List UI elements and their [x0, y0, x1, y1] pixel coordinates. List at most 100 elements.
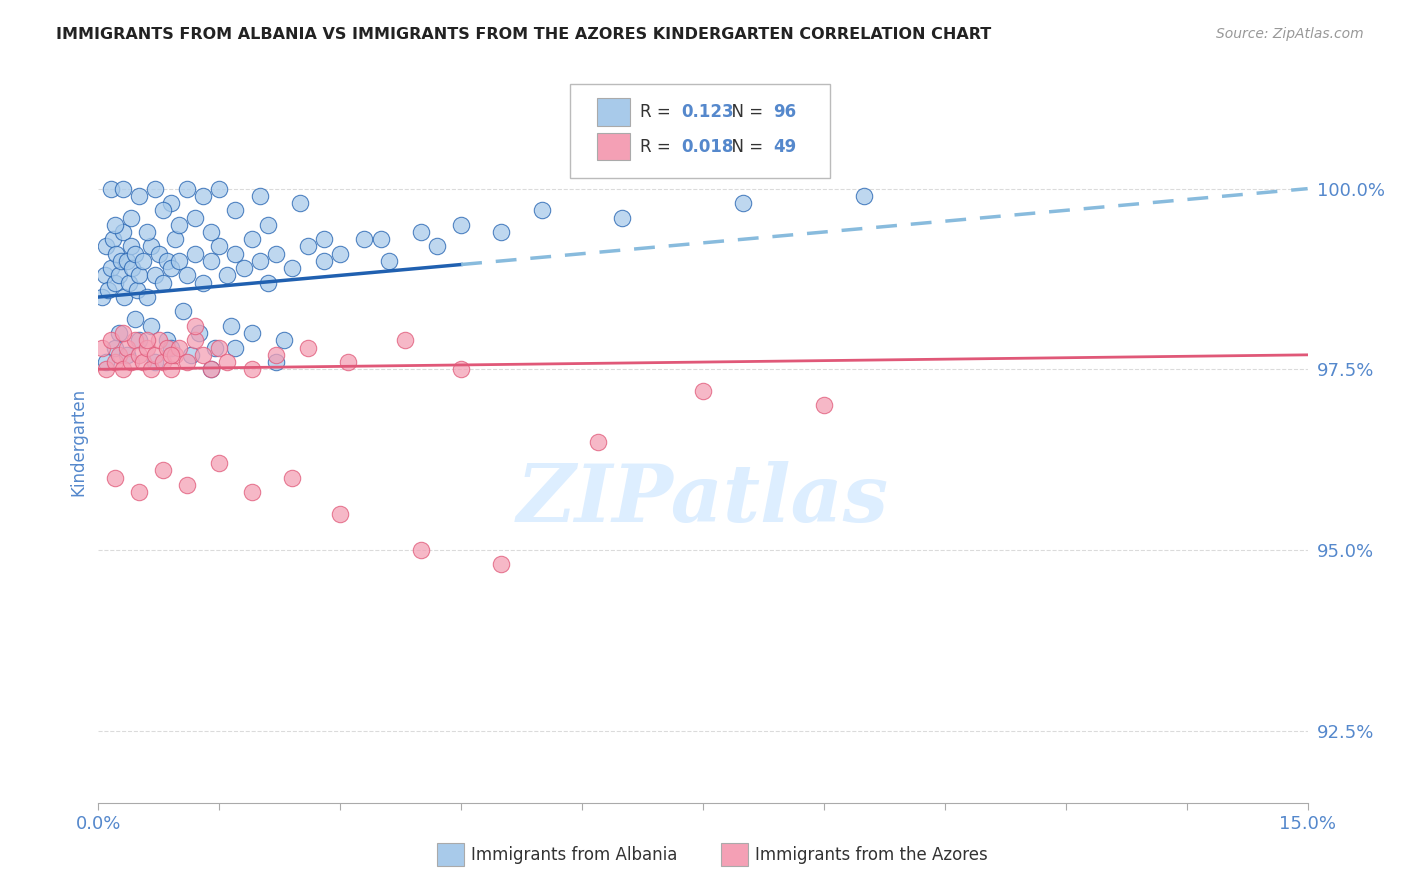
Point: [94, 268, 117, 283]
Point: [107, 348, 129, 362]
FancyBboxPatch shape: [437, 843, 464, 866]
Point: [264, 348, 287, 362]
Point: [853, 189, 876, 203]
Point: [193, 348, 215, 362]
Text: N =: N =: [721, 103, 769, 121]
Point: [314, 253, 336, 268]
Point: [111, 326, 134, 341]
Point: [100, 261, 122, 276]
Point: [180, 348, 202, 362]
Point: [163, 348, 186, 362]
Point: [120, 211, 142, 225]
Point: [120, 239, 142, 253]
Point: [103, 355, 125, 369]
Point: [692, 384, 714, 398]
Point: [152, 276, 174, 290]
Text: R =: R =: [640, 103, 676, 121]
Point: [103, 276, 125, 290]
Point: [176, 355, 198, 369]
Point: [491, 558, 513, 572]
Point: [128, 348, 150, 362]
Point: [121, 261, 143, 276]
Point: [115, 253, 138, 268]
Point: [103, 218, 125, 232]
Point: [297, 341, 319, 355]
FancyBboxPatch shape: [596, 133, 630, 161]
Point: [733, 196, 755, 211]
Point: [143, 355, 166, 369]
Point: [394, 334, 416, 348]
Point: [139, 318, 162, 333]
Point: [426, 239, 449, 253]
Point: [124, 311, 146, 326]
Text: 96: 96: [773, 103, 796, 121]
Point: [112, 290, 135, 304]
Point: [103, 341, 125, 355]
Point: [160, 196, 183, 211]
Point: [200, 362, 222, 376]
Point: [143, 182, 166, 196]
Point: [100, 182, 122, 196]
Point: [409, 225, 432, 239]
Point: [240, 362, 263, 376]
Point: [377, 253, 399, 268]
Point: [208, 182, 231, 196]
Point: [586, 434, 609, 449]
Point: [111, 225, 134, 239]
Point: [96, 239, 118, 253]
Text: Immigrants from Albania: Immigrants from Albania: [471, 846, 678, 863]
Text: 49: 49: [773, 137, 796, 156]
Point: [148, 246, 170, 260]
Point: [96, 355, 118, 369]
Point: [314, 232, 336, 246]
Point: [135, 341, 157, 355]
Point: [256, 218, 278, 232]
Point: [124, 334, 146, 348]
Point: [156, 334, 179, 348]
Text: Source: ZipAtlas.com: Source: ZipAtlas.com: [1216, 27, 1364, 41]
Point: [208, 341, 231, 355]
Point: [143, 348, 166, 362]
Point: [172, 304, 194, 318]
Point: [135, 225, 157, 239]
Point: [124, 246, 146, 260]
Point: [115, 341, 138, 355]
Point: [111, 362, 134, 376]
Text: 0.123: 0.123: [682, 103, 734, 121]
Point: [217, 268, 239, 283]
Point: [120, 355, 142, 369]
Text: 0.018: 0.018: [682, 137, 734, 156]
Point: [530, 203, 553, 218]
Point: [329, 246, 352, 260]
Point: [184, 318, 207, 333]
Point: [143, 268, 166, 283]
Point: [156, 253, 179, 268]
Text: ZIPatlas: ZIPatlas: [517, 460, 889, 538]
Point: [148, 334, 170, 348]
Point: [156, 341, 179, 355]
Point: [111, 182, 134, 196]
Point: [204, 341, 226, 355]
Point: [163, 232, 186, 246]
Point: [103, 471, 125, 485]
Point: [249, 189, 271, 203]
Point: [127, 283, 149, 297]
Point: [240, 232, 263, 246]
Text: N =: N =: [721, 137, 769, 156]
Point: [281, 261, 304, 276]
Point: [91, 341, 114, 355]
Point: [176, 268, 198, 283]
Point: [224, 203, 246, 218]
Point: [221, 318, 243, 333]
Point: [256, 276, 278, 290]
Text: Immigrants from the Azores: Immigrants from the Azores: [755, 846, 988, 863]
Point: [167, 253, 190, 268]
Point: [409, 543, 432, 558]
Point: [135, 290, 157, 304]
FancyBboxPatch shape: [721, 843, 748, 866]
Point: [491, 225, 513, 239]
Point: [249, 253, 271, 268]
Point: [353, 232, 375, 246]
Point: [152, 463, 174, 477]
Point: [101, 232, 124, 246]
